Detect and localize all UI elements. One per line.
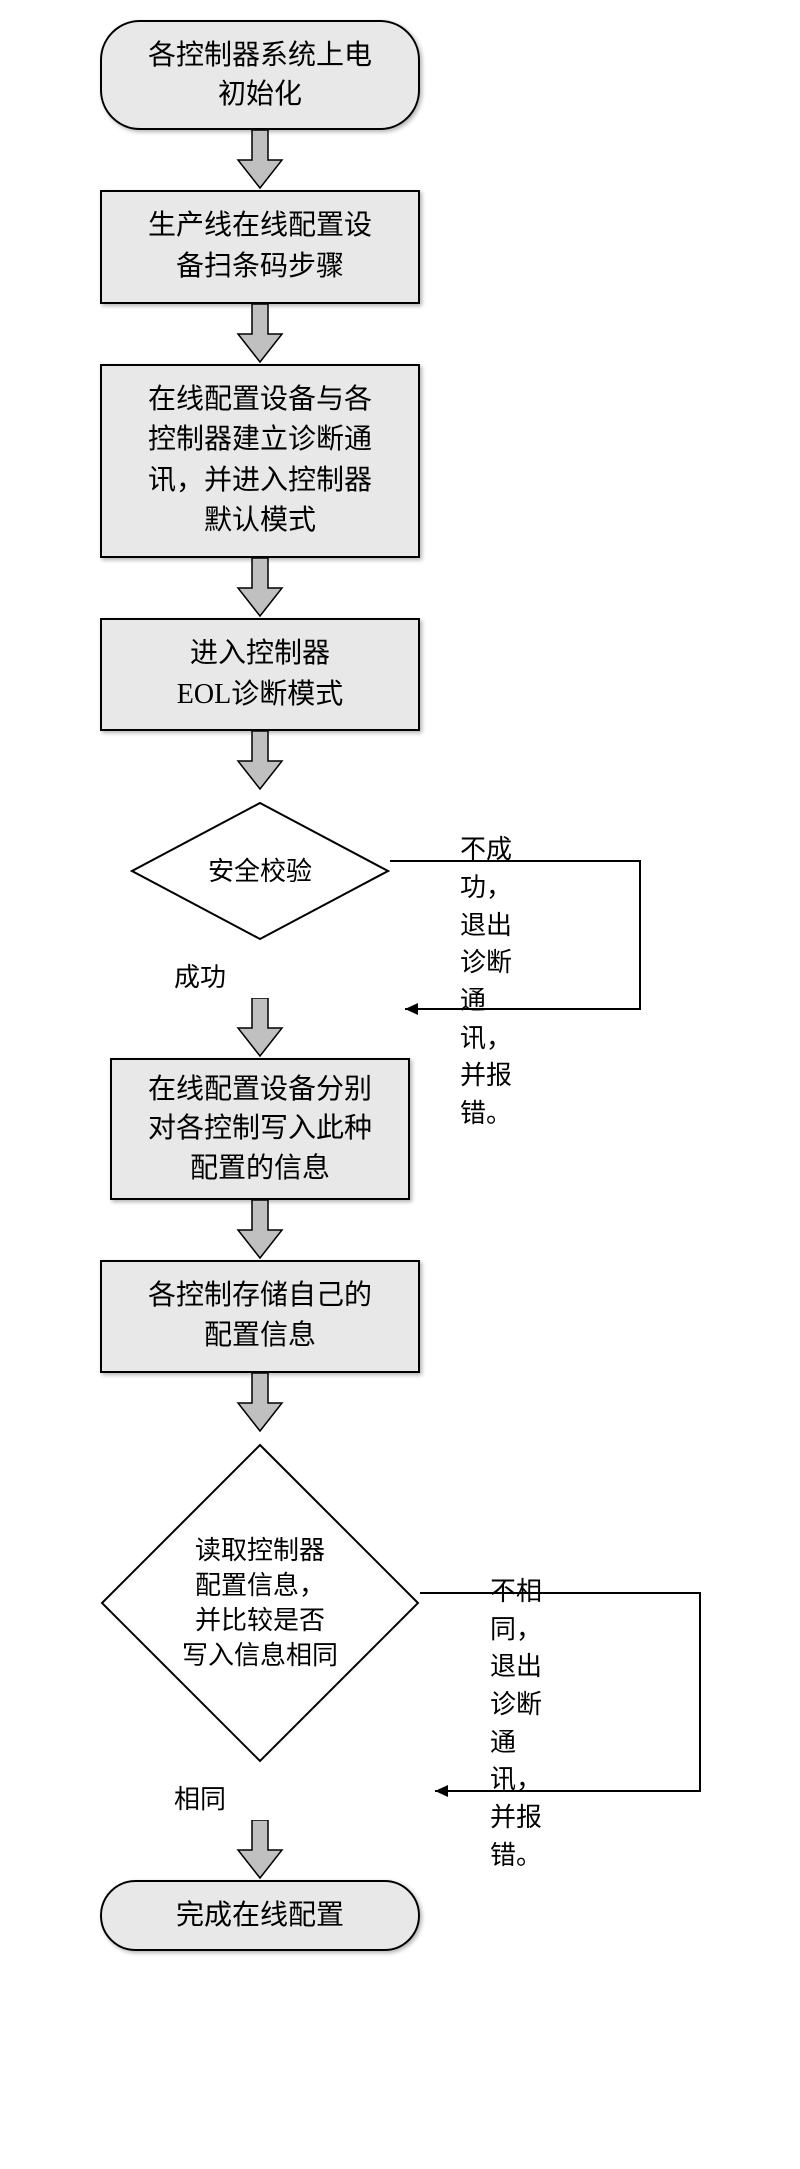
process-diag: 在线配置设备与各控制器建立诊断通讯，并进入控制器默认模式 (100, 364, 420, 558)
arrow-3 (230, 558, 290, 618)
scan-text: 生产线在线配置设备扫条码步骤 (148, 210, 372, 282)
read-ok-label: 相同 (174, 1779, 226, 1816)
process-write: 在线配置设备分别对各控制写入此种配置的信息 (110, 1058, 410, 1200)
read-decision-text: 读取控制器配置信息，并比较是否写入信息相同 (152, 1533, 368, 1673)
process-eol: 进入控制器EOL诊断模式 (100, 618, 420, 731)
start-text: 各控制器系统上电初始化 (148, 40, 372, 110)
start-terminator: 各控制器系统上电初始化 (100, 20, 420, 130)
arrow-8 (230, 1820, 290, 1880)
decision-security: 安全校验 (130, 801, 390, 941)
sec-loopback-line (390, 859, 710, 1029)
eol-text: 进入控制器EOL诊断模式 (177, 638, 343, 710)
flowchart-container: 各控制器系统上电初始化 生产线在线配置设备扫条码步骤 在线配置设备与各控制器建立… (0, 20, 800, 1951)
process-scan: 生产线在线配置设备扫条码步骤 (100, 190, 420, 303)
end-terminator: 完成在线配置 (100, 1880, 420, 1951)
diag-text: 在线配置设备与各控制器建立诊断通讯，并进入控制器默认模式 (148, 384, 372, 537)
main-column: 各控制器系统上电初始化 生产线在线配置设备扫条码步骤 在线配置设备与各控制器建立… (60, 20, 460, 1951)
arrow-7 (230, 1373, 290, 1433)
sec-ok-label: 成功 (174, 957, 226, 994)
read-loopback-line (420, 1591, 780, 1841)
end-text: 完成在线配置 (176, 1900, 344, 1931)
arrow-6 (230, 1200, 290, 1260)
write-text: 在线配置设备分别对各控制写入此种配置的信息 (148, 1074, 372, 1183)
arrow-5 (230, 998, 290, 1058)
decision-read: 读取控制器配置信息，并比较是否写入信息相同 (100, 1443, 420, 1763)
sec-decision-text: 安全校验 (178, 854, 342, 889)
arrow-4 (230, 731, 290, 791)
arrow-2 (230, 304, 290, 364)
arrow-1 (230, 130, 290, 190)
store-text: 各控制存储自己的配置信息 (148, 1280, 372, 1352)
sec-row: 安全校验 不成功，退出诊断通讯，并报错。 (60, 791, 460, 951)
process-store: 各控制存储自己的配置信息 (100, 1260, 420, 1373)
read-row: 读取控制器配置信息，并比较是否写入信息相同 不相同，退出诊断通讯，并报错。 (60, 1433, 460, 1773)
